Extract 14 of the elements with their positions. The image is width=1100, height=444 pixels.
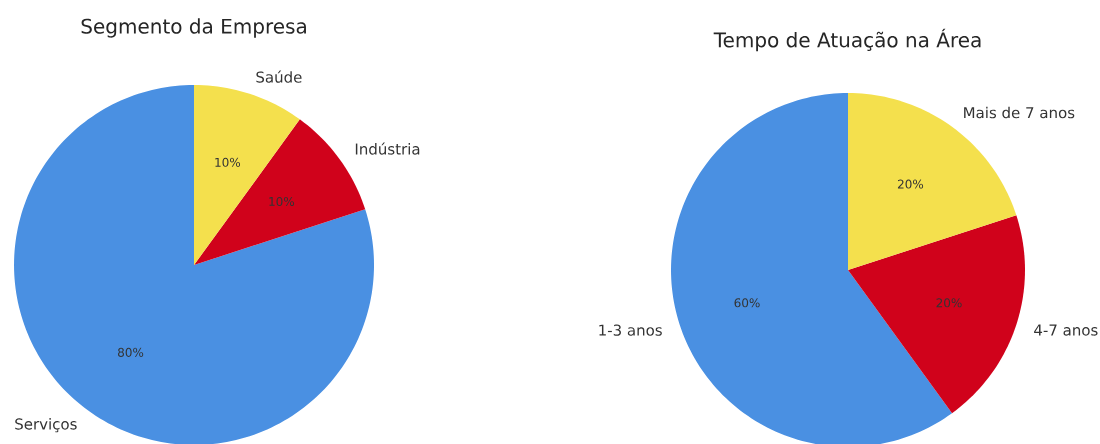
chart-title: Tempo de Atuação na Área: [713, 28, 981, 52]
slice-label: Saúde: [256, 70, 302, 83]
slice-label: Indústria: [355, 142, 420, 155]
slice-label: Serviços: [15, 418, 77, 433]
data-label: 20%: [897, 179, 924, 189]
data-label: 10%: [269, 196, 295, 207]
chart-title: Segmento da Empresa: [81, 18, 306, 38]
slice-label: Mais de 7 anos: [964, 106, 1075, 119]
data-label: 10%: [215, 157, 241, 167]
data-label: 60%: [734, 298, 760, 308]
slice-label: 4-7 anos: [1034, 324, 1098, 336]
data-label: 80%: [118, 347, 144, 357]
data-label: 20%: [936, 298, 962, 308]
slice-label: 1-3 anos: [599, 324, 662, 336]
